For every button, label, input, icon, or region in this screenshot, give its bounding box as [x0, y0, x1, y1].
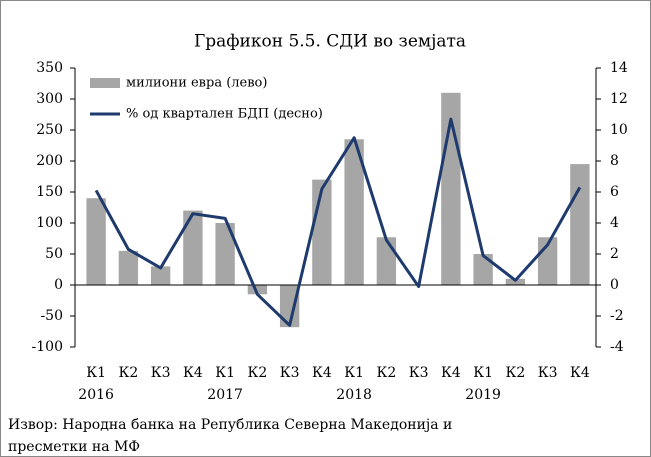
y-tick-label: -100	[32, 339, 63, 355]
y-tick-label: 350	[36, 60, 63, 76]
line	[94, 117, 582, 327]
legend-label: % од квартален БДП (десно)	[126, 107, 323, 122]
y-tick-label: 300	[36, 91, 63, 107]
x-tick-label: К1	[215, 365, 235, 381]
chart-title: Графикон 5.5. СДИ во земјата	[194, 32, 466, 52]
bar	[247, 285, 268, 295]
year-label: 2017	[207, 387, 243, 403]
legend-label: милиони евра (лево)	[126, 76, 267, 91]
y-tick-label: 200	[36, 153, 63, 169]
bar	[376, 237, 397, 285]
x-tick-label: К3	[151, 365, 171, 381]
x-tick-label: К4	[183, 365, 203, 381]
y2-tick-label: 12	[610, 91, 628, 107]
x-tick-label: К2	[119, 365, 139, 381]
year-label: 2019	[465, 387, 501, 403]
x-tick-label: К4	[312, 365, 332, 381]
x-tick-label: К3	[409, 365, 429, 381]
y2-tick-label: 2	[610, 246, 619, 262]
bar	[150, 266, 171, 285]
y-tick-label: 150	[36, 184, 63, 200]
year-label: 2016	[78, 387, 114, 403]
y2-tick-label: 10	[610, 122, 628, 138]
y2-tick-label: 6	[610, 184, 619, 200]
y2-tick-label: -2	[610, 308, 624, 324]
x-tick-label: К2	[506, 365, 526, 381]
x-tick-label: К1	[473, 365, 493, 381]
bar	[570, 164, 590, 285]
bar	[118, 250, 139, 285]
y2-tick-label: -4	[610, 339, 624, 355]
bar	[473, 254, 493, 285]
bar	[279, 285, 300, 328]
x-tick-label: К2	[377, 365, 397, 381]
y-tick-label: 0	[54, 277, 63, 293]
source: Извор: Народна банка на Република Северн…	[8, 417, 452, 433]
y-tick-label: 100	[36, 215, 63, 231]
x-tick-label: К2	[248, 365, 268, 381]
y2-tick-label: 8	[610, 153, 619, 169]
bar	[86, 198, 106, 285]
bar	[505, 278, 526, 285]
y2-tick-label: 14	[610, 60, 628, 76]
bar	[183, 210, 203, 285]
source: пресметки на МФ	[8, 439, 140, 455]
y-tick-label: 50	[45, 246, 63, 262]
legend-swatch	[90, 78, 120, 88]
x-tick-label: К3	[280, 365, 300, 381]
y-tick-label: 250	[36, 122, 63, 138]
x-tick-label: К1	[86, 365, 106, 381]
x-tick-label: К3	[538, 365, 558, 381]
y-tick-label: -50	[40, 308, 63, 324]
year-label: 2018	[336, 387, 372, 403]
bar	[344, 139, 364, 285]
x-tick-label: К1	[344, 365, 364, 381]
y2-tick-label: 4	[610, 215, 619, 231]
y2-tick-label: 0	[610, 277, 619, 293]
x-tick-label: К4	[441, 365, 461, 381]
bar	[215, 223, 235, 285]
x-tick-label: К4	[570, 365, 590, 381]
